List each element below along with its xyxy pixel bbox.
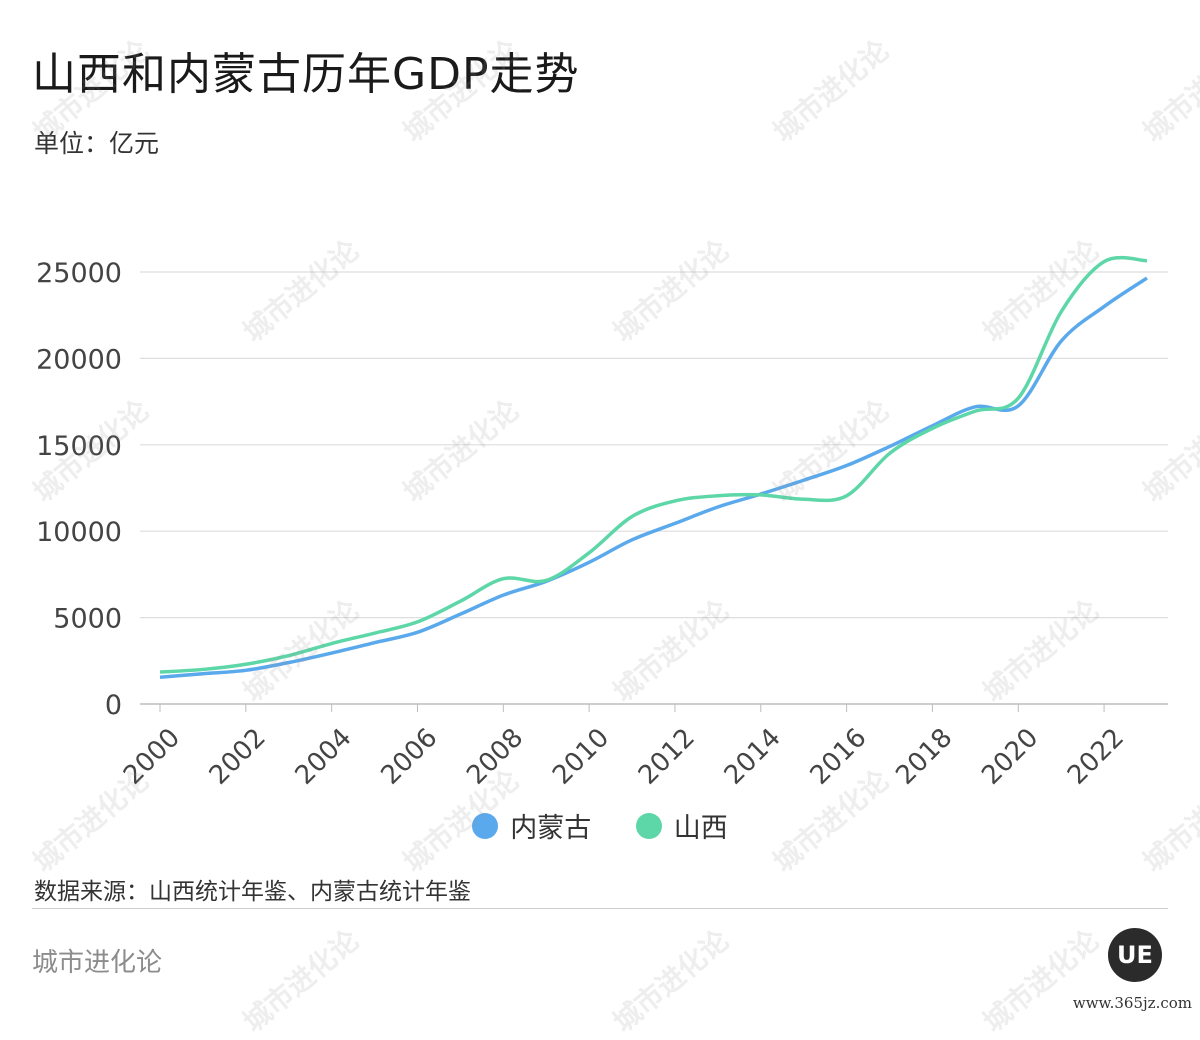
legend-label-shanxi: 山西 [673, 813, 728, 844]
y-axis-ticks: 0 5000 10000 15000 20000 25000 [36, 258, 122, 721]
x-tick-label: 2020 [976, 723, 1044, 791]
y-tick-label: 25000 [36, 258, 122, 289]
x-tick-label: 2012 [633, 723, 701, 791]
watermark: 城市进化论 [606, 923, 736, 1039]
page-title: 山西和内蒙古历年GDP走势 [32, 49, 580, 100]
brand-name: 城市进化论 [32, 948, 163, 978]
series-lines [159, 255, 1148, 679]
series-line-shanxi [159, 255, 1148, 674]
grid-lines [140, 271, 1168, 705]
legend-dot-neimenggu [472, 812, 499, 839]
watermark: 城市进化论 [976, 923, 1106, 1039]
legend-label-neimenggu: 内蒙古 [510, 813, 592, 844]
y-tick-label: 5000 [53, 604, 122, 635]
legend-dot-shanxi [635, 812, 662, 839]
brand-logo: UE [1108, 928, 1162, 982]
watermark: 城市进化论 [236, 923, 366, 1039]
x-tick-label: 2022 [1062, 723, 1130, 791]
x-tick-label: 2014 [719, 723, 787, 791]
x-tick-label: 2010 [547, 723, 615, 791]
y-tick-label: 20000 [36, 344, 122, 375]
unit-label: 单位：亿元 [34, 129, 160, 158]
site-url: www.365jz.com [1072, 994, 1192, 1012]
legend: 内蒙古 山西 [0, 806, 1200, 846]
x-tick-label: 2004 [290, 723, 358, 791]
footer-divider [32, 908, 1168, 909]
x-tick-label: 2016 [805, 723, 873, 791]
legend-item-neimenggu[interactable]: 内蒙古 [472, 806, 591, 845]
x-tick-label: 2018 [890, 723, 958, 791]
y-tick-label: 0 [105, 690, 122, 721]
y-tick-label: 15000 [36, 431, 122, 462]
x-tick-label: 2006 [375, 723, 443, 791]
x-axis-ticks: 2000 2002 2004 2006 2008 2010 2012 2014 2016 2018… [118, 704, 1130, 791]
x-tick-label: 2008 [461, 723, 529, 791]
legend-item-shanxi[interactable]: 山西 [635, 806, 728, 845]
y-tick-label: 10000 [36, 517, 122, 548]
series-line-neimenggu [159, 276, 1148, 679]
data-source: 数据来源：山西统计年鉴、内蒙古统计年鉴 [34, 879, 471, 905]
x-tick-label: 2002 [204, 723, 272, 791]
x-tick-label: 2000 [118, 723, 186, 791]
